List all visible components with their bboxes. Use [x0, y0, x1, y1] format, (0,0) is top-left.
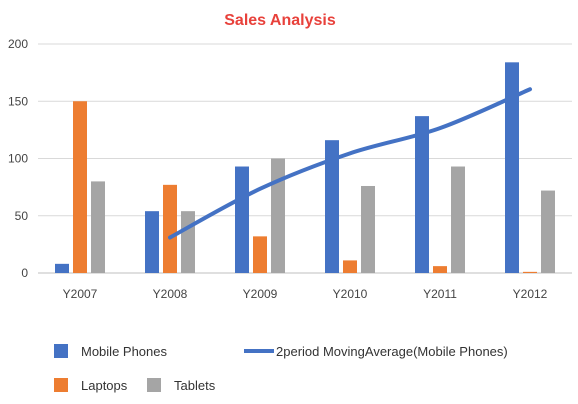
bar-tablets — [541, 190, 555, 273]
x-tick-label: Y2010 — [333, 287, 368, 301]
legend-label: Mobile Phones — [81, 344, 167, 359]
x-tick-label: Y2012 — [513, 287, 548, 301]
bar-tablets — [181, 211, 195, 273]
x-tick-label: Y2008 — [153, 287, 188, 301]
bar-mobile-phones — [325, 140, 339, 273]
bar-laptops — [73, 101, 87, 273]
bar-laptops — [253, 236, 267, 273]
y-tick-label: 0 — [21, 266, 28, 280]
bar-laptops — [343, 260, 357, 273]
legend: Mobile Phones 2period MovingAverage(Mobil… — [54, 344, 508, 393]
bar-tablets — [91, 181, 105, 273]
x-tick-label: Y2011 — [423, 287, 457, 301]
legend-swatch — [147, 378, 161, 392]
y-axis-tick-labels: 0 50 100 150 200 — [8, 37, 28, 280]
legend-label: Tablets — [174, 378, 216, 393]
chart-title: Sales Analysis — [224, 12, 336, 29]
bar-tablets — [451, 166, 465, 273]
legend-swatch — [54, 378, 68, 392]
bar-mobile-phones — [145, 211, 159, 273]
y-tick-label: 100 — [8, 152, 28, 166]
legend-swatch — [54, 344, 68, 358]
bar-laptops — [163, 184, 177, 273]
trendline-layer — [168, 87, 532, 240]
trendline-moving-average — [168, 87, 532, 240]
bar-mobile-phones — [235, 166, 249, 273]
bar-mobile-phones — [55, 263, 69, 273]
grid-lines — [38, 43, 572, 274]
x-axis-tick-labels: Y2007 Y2008 Y2009 Y2010 Y2011 Y2012 — [63, 287, 548, 301]
y-tick-label: 200 — [8, 37, 28, 51]
bar-tablets — [361, 185, 375, 273]
x-tick-label: Y2007 — [63, 287, 98, 301]
legend-label: 2period MovingAverage(Mobile Phones) — [276, 344, 508, 359]
bar-mobile-phones — [505, 62, 519, 273]
y-tick-label: 150 — [8, 94, 28, 108]
bars — [55, 62, 555, 273]
bar-laptops — [523, 271, 537, 273]
y-tick-label: 50 — [15, 209, 29, 223]
legend-label: Laptops — [81, 378, 128, 393]
bar-mobile-phones — [415, 116, 429, 273]
x-tick-label: Y2009 — [243, 287, 278, 301]
bar-laptops — [433, 266, 447, 273]
bar-tablets — [271, 158, 285, 273]
